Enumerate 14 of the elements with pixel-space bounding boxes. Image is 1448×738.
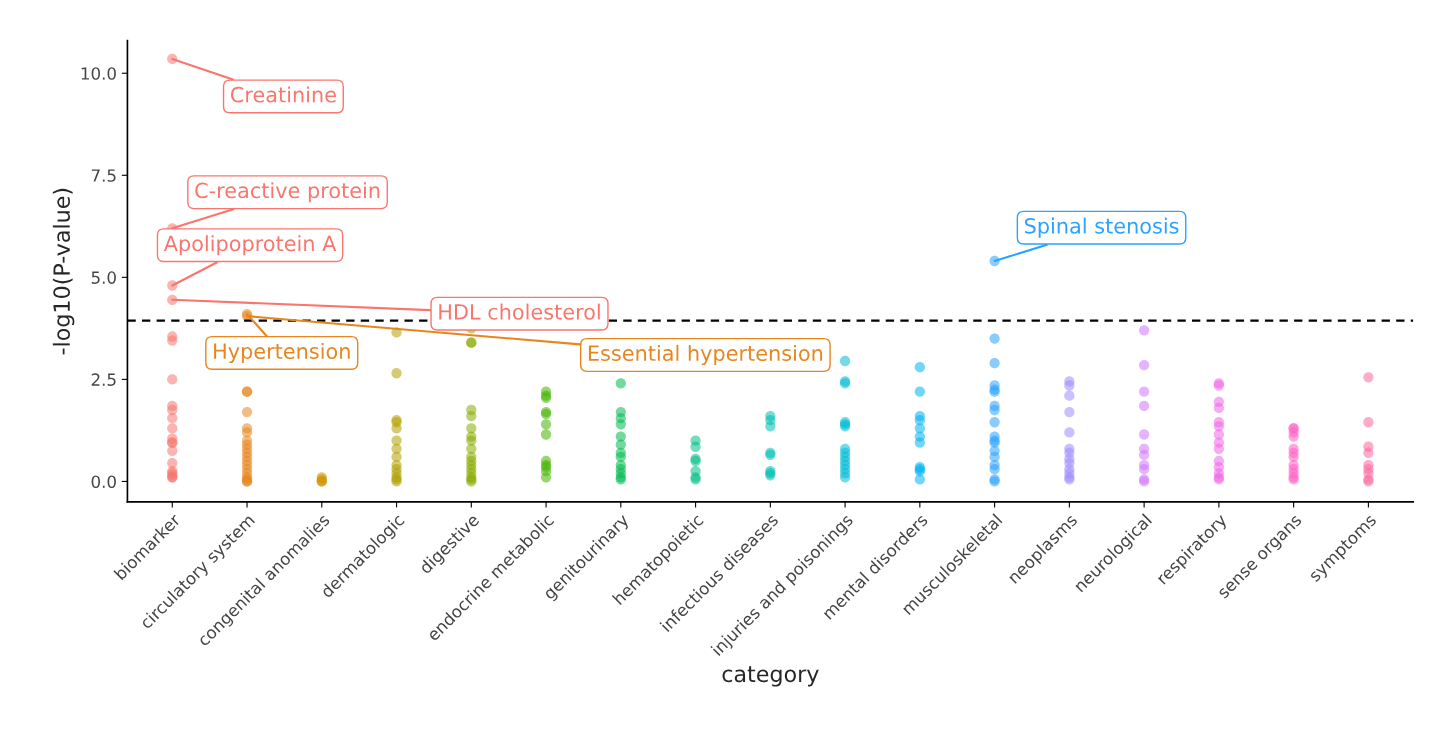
annotation: HDL cholesterol bbox=[439, 303, 600, 320]
annotation: Hypertension bbox=[214, 342, 350, 364]
y-axis-title: -log10(P-value) bbox=[52, 188, 75, 355]
annotation: Spinal stenosis bbox=[1024, 217, 1179, 238]
annotation: Creatinine bbox=[230, 86, 336, 103]
y-tick-label: 0.0 bbox=[91, 475, 116, 488]
y-tick-label: 7.5 bbox=[91, 169, 116, 182]
y-tick-label: 2.5 bbox=[91, 373, 116, 386]
annotation: Apolipoprotein A bbox=[163, 235, 337, 256]
annotation: C-reactive protein bbox=[195, 182, 380, 203]
y-tick-label: 5.0 bbox=[91, 271, 116, 284]
x-axis-title: category bbox=[722, 666, 819, 687]
annotation: Essential hypertension bbox=[588, 344, 823, 366]
y-tick-label: 10.0 bbox=[81, 67, 116, 80]
